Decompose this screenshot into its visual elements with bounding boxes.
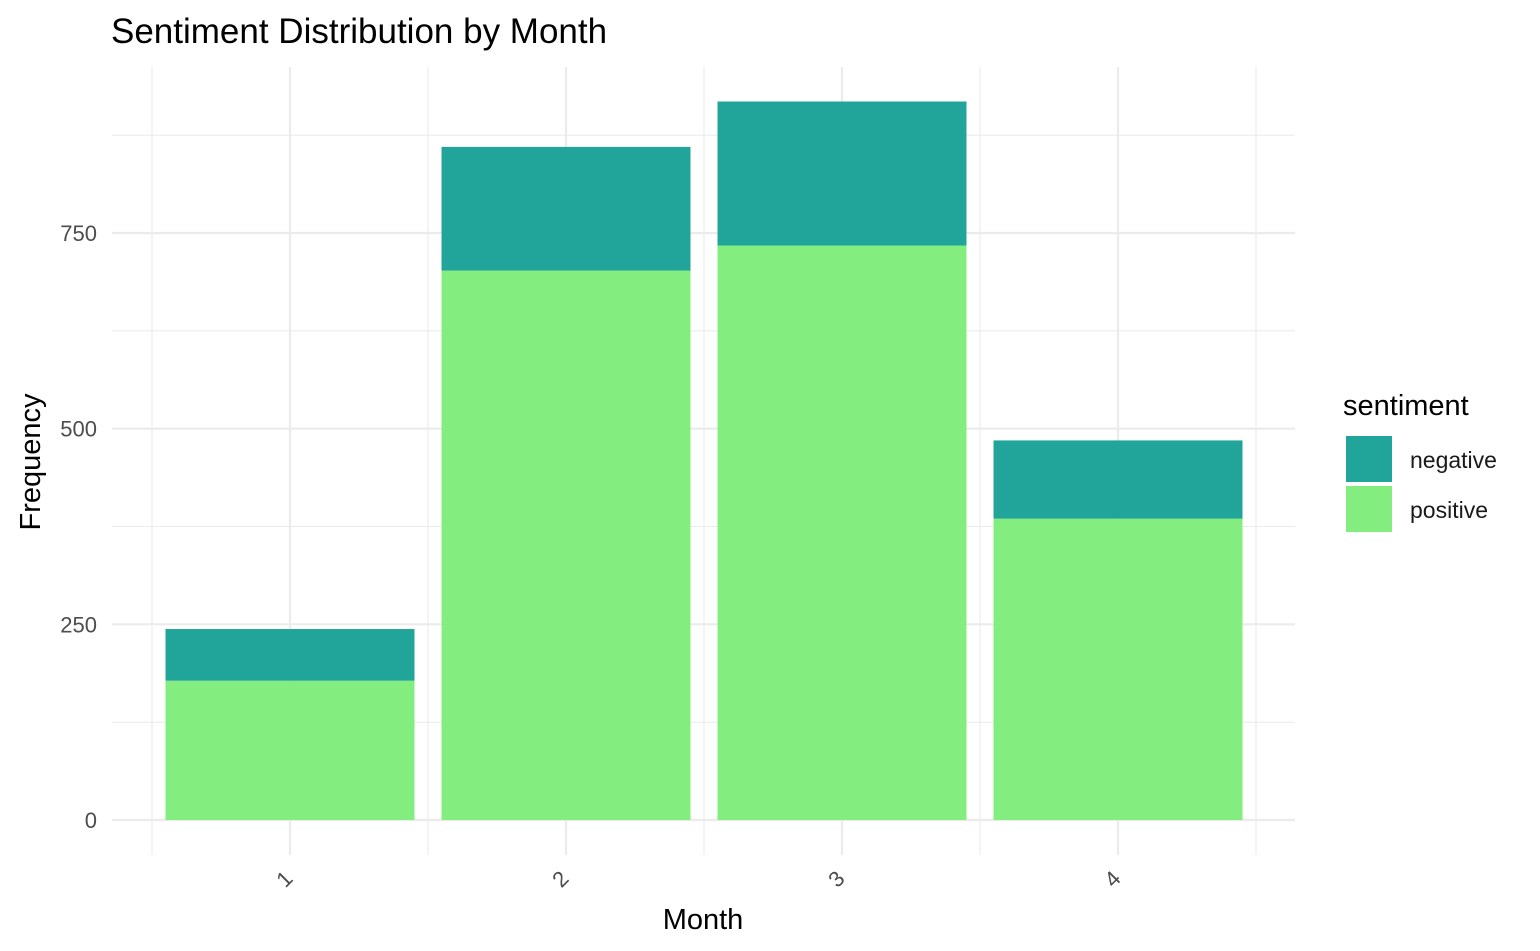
legend-title: sentiment (1343, 390, 1469, 422)
bars (165, 101, 1243, 821)
bar-negative-month-3 (717, 101, 967, 246)
legend: sentiment negative positive (1343, 390, 1497, 532)
chart-title: Sentiment Distribution by Month (111, 12, 607, 51)
x-tick-label: 2 (547, 866, 573, 892)
legend-label-negative: negative (1410, 447, 1497, 473)
y-axis-title: Frequency (15, 393, 47, 531)
bar-negative-month-4 (993, 440, 1243, 519)
bar-negative-month-2 (441, 146, 691, 271)
y-tick-label: 500 (60, 417, 97, 442)
bar-positive-month-1 (165, 680, 415, 820)
bar-positive-month-3 (717, 245, 967, 821)
bar-positive-month-2 (441, 270, 691, 820)
y-axis-ticks: 0 250 500 750 (60, 221, 97, 833)
y-tick-label: 750 (60, 221, 97, 246)
bar-negative-month-1 (165, 629, 415, 681)
y-tick-label: 0 (85, 808, 97, 833)
x-tick-label: 3 (823, 866, 849, 892)
x-axis-title: Month (663, 904, 744, 936)
legend-label-positive: positive (1410, 497, 1488, 523)
y-tick-label: 250 (60, 612, 97, 637)
bar-positive-month-4 (993, 518, 1243, 820)
x-tick-label: 1 (271, 866, 297, 892)
x-tick-label: 4 (1099, 866, 1125, 892)
legend-key-positive (1346, 486, 1392, 532)
x-axis-ticks: 1 2 3 4 (271, 866, 1125, 892)
legend-key-negative (1346, 436, 1392, 482)
